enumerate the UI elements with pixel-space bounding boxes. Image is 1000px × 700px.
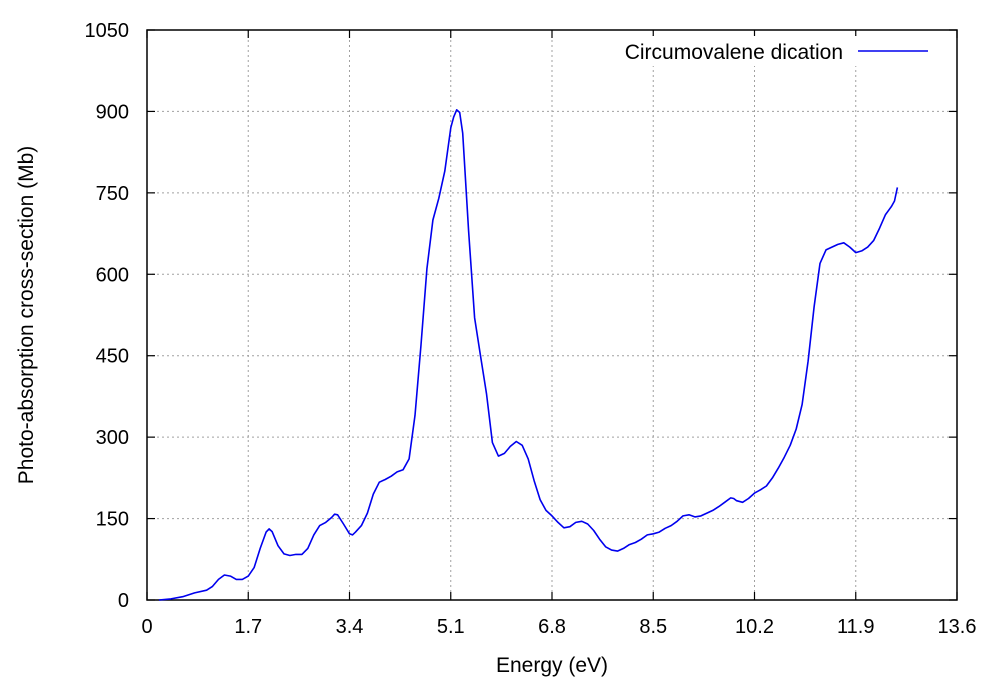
x-tick-label: 1.7: [234, 616, 262, 638]
x-tick-label: 8.5: [639, 616, 667, 638]
x-tick-label: 0: [141, 616, 152, 638]
x-axis-label: Energy (eV): [496, 654, 608, 677]
y-tick-label: 600: [96, 264, 129, 286]
x-tick-label: 3.4: [336, 616, 364, 638]
y-tick-label: 300: [96, 427, 129, 449]
grid: [147, 30, 957, 600]
x-tick-label: 13.6: [938, 616, 977, 638]
y-tick-label: 0: [118, 590, 129, 612]
y-tick-label: 750: [96, 183, 129, 205]
y-tick-label: 450: [96, 346, 129, 368]
x-tick-label: 5.1: [437, 616, 465, 638]
y-tick-label: 900: [96, 101, 129, 123]
legend: Circumovalene dication: [575, 36, 947, 66]
y-axis-label: Photo-absorption cross-section (Mb): [15, 146, 38, 484]
y-tick-label: 1050: [85, 20, 130, 42]
legend-label: Circumovalene dication: [625, 41, 843, 64]
x-tick-labels: 0 1.7 3.4 5.1 6.8 8.5 10.2 11.9 13.6: [141, 616, 976, 638]
axis-ticks: [146, 29, 958, 601]
y-tick-labels: 0 150 300 450 600 750 900 1050: [85, 20, 130, 612]
series-layer: [158, 109, 899, 601]
y-tick-label: 150: [96, 509, 129, 531]
x-tick-label: 6.8: [538, 616, 566, 638]
x-tick-label: 11.9: [837, 616, 874, 638]
series-line: [158, 109, 899, 601]
x-tick-label: 10.2: [735, 616, 774, 638]
